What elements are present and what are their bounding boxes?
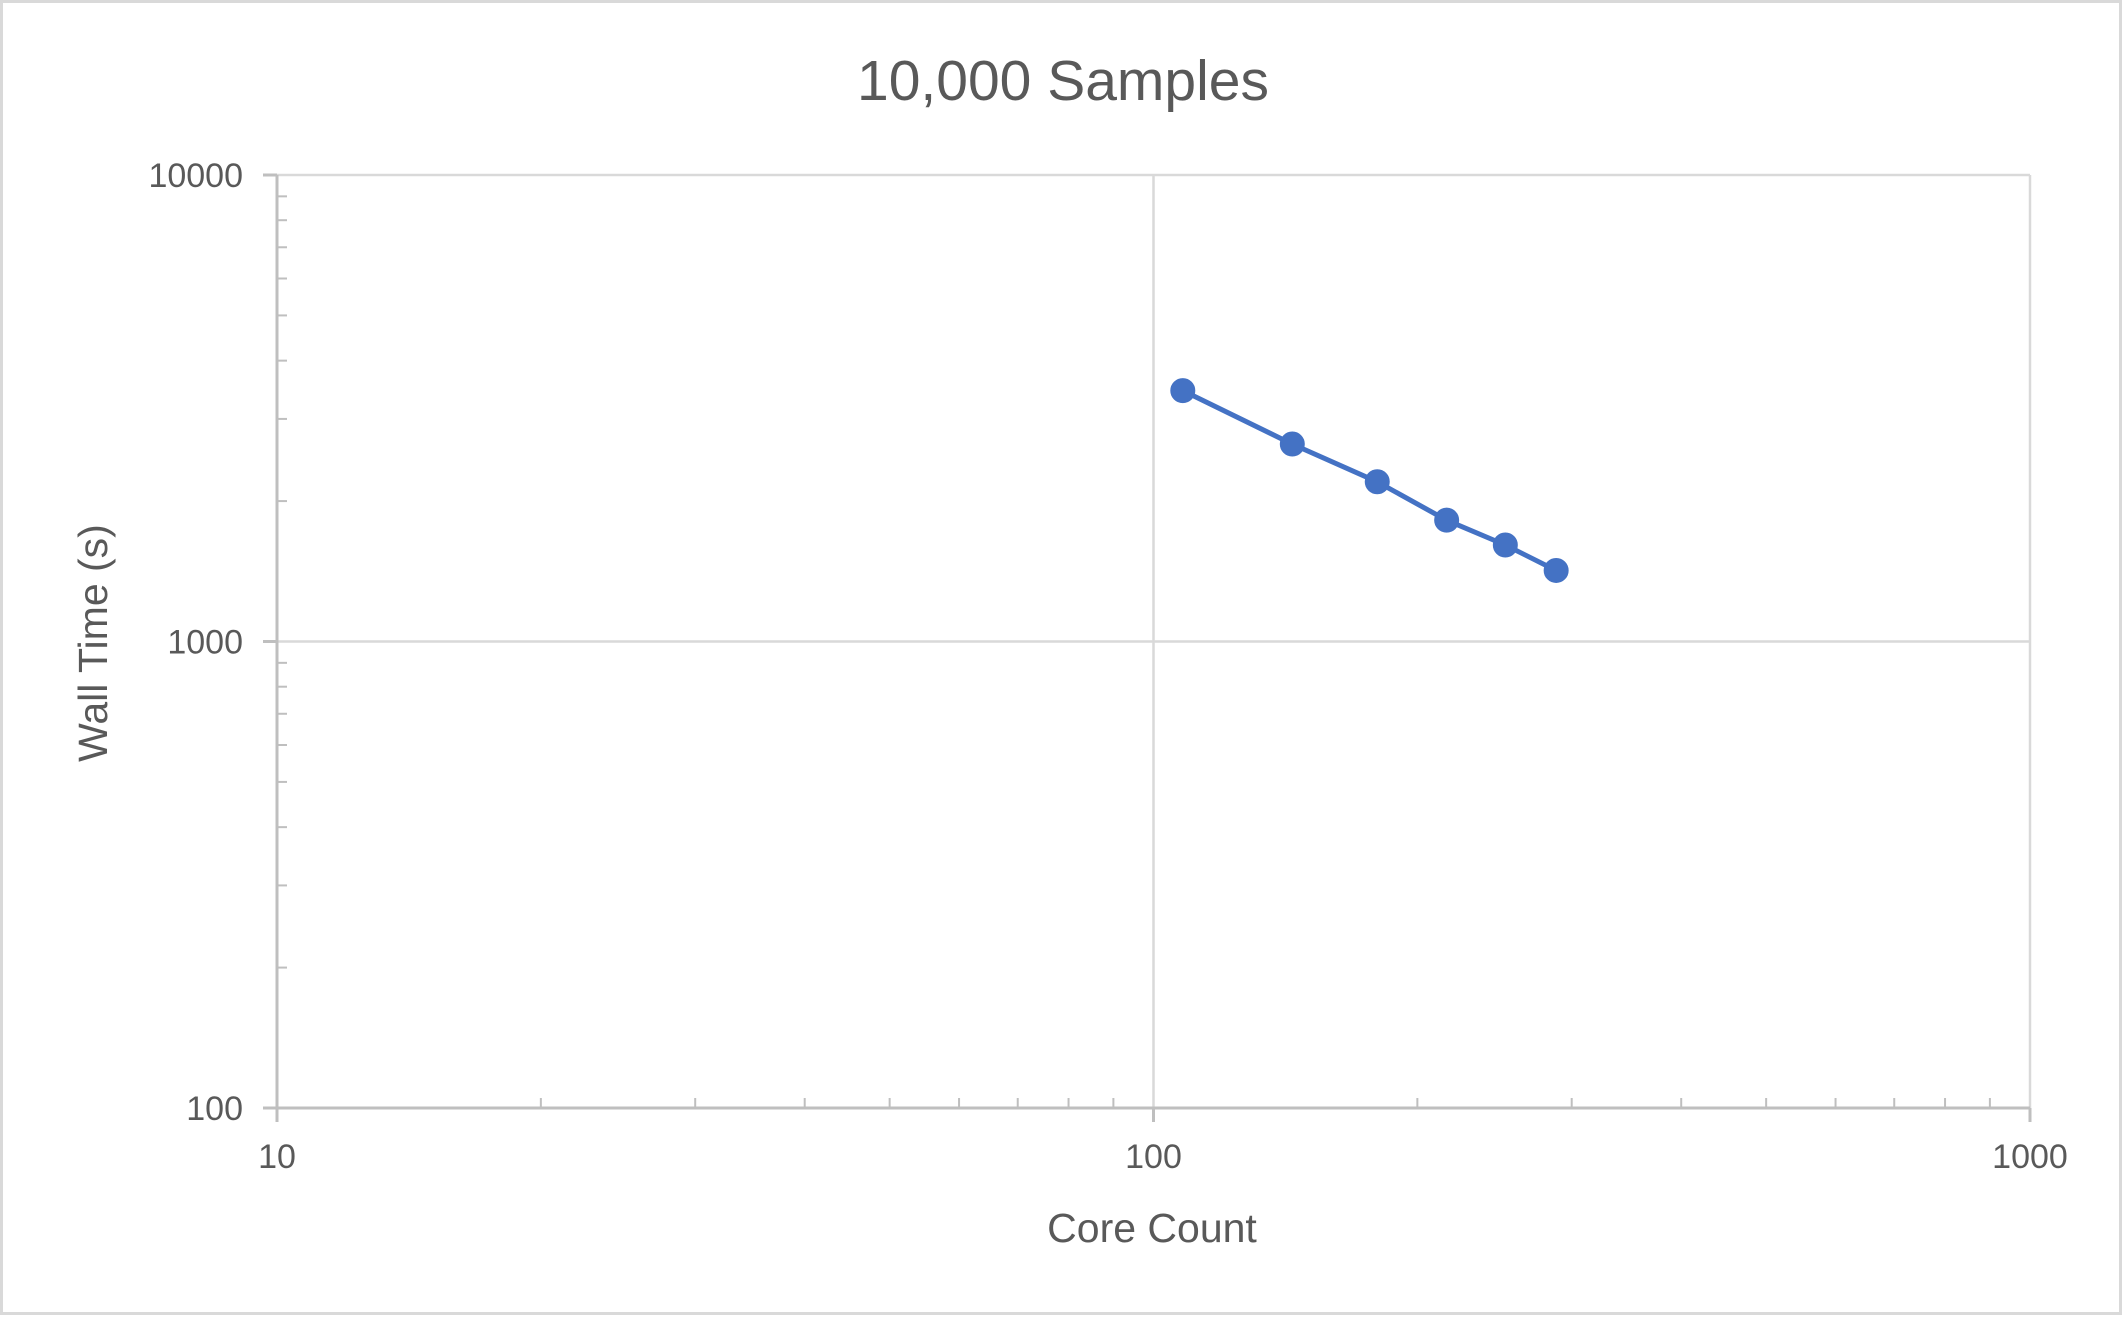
data-point [1492, 532, 1518, 558]
chart-title: 10,000 Samples [857, 49, 1269, 113]
series-layer [1170, 378, 1569, 583]
y-tick-label: 100 [186, 1090, 243, 1128]
x-tick-label: 100 [1125, 1138, 1182, 1176]
y-tick-label: 10000 [148, 157, 243, 195]
data-point [1434, 507, 1460, 533]
y-axis-title: Wall Time (s) [70, 524, 116, 762]
tick-labels: 10 100 1000 100 1000 10000 [148, 157, 2067, 1176]
data-point [1170, 378, 1196, 404]
data-point [1364, 469, 1390, 495]
x-axis-title: Core Count [1047, 1205, 1257, 1251]
axes [263, 173, 2032, 1122]
chart: 10,000 Samples 10 100 1000 100 1000 10000 Cor… [70, 49, 2068, 1251]
data-point [1543, 557, 1569, 583]
y-tick-label: 1000 [167, 624, 243, 662]
x-tick-label: 10 [258, 1138, 296, 1176]
data-point [1279, 431, 1305, 457]
gridlines [275, 173, 2032, 1110]
x-tick-label: 1000 [1992, 1138, 2068, 1176]
